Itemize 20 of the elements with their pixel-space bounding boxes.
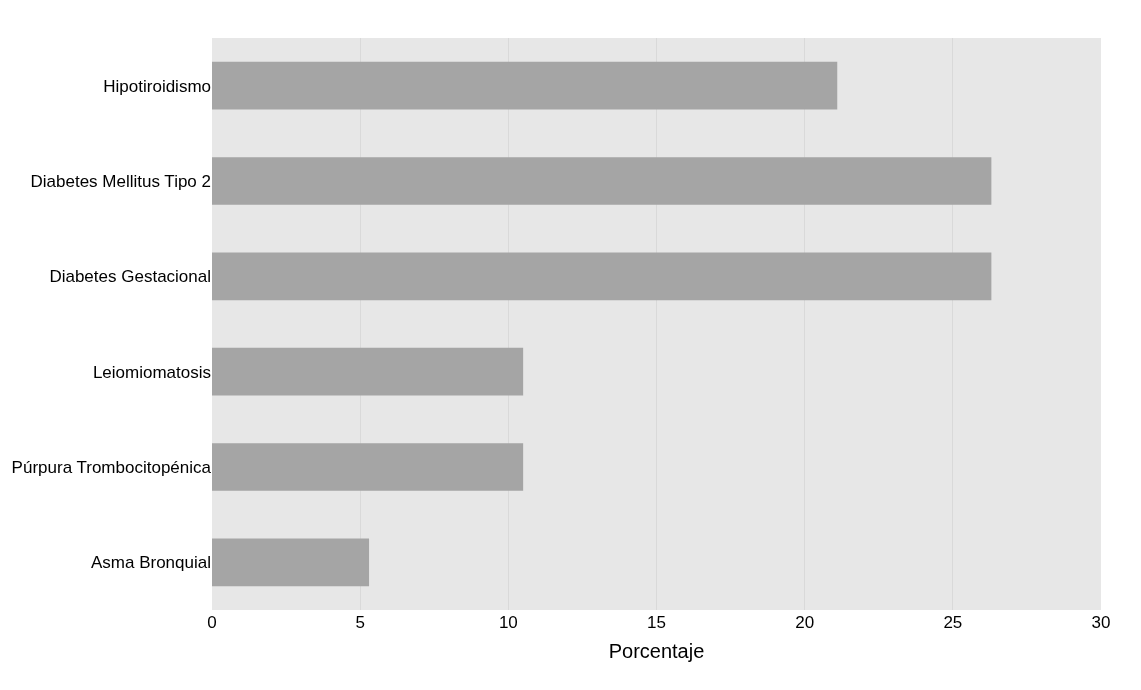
y-tick-label: Hipotiroidismo: [103, 76, 211, 96]
x-tick-label: 0: [207, 613, 217, 632]
bar: [212, 252, 992, 301]
bar: [212, 443, 524, 491]
x-tick-label: 15: [647, 613, 666, 632]
y-tick-label: Púrpura Trombocitopénica: [11, 457, 212, 477]
bar: [212, 538, 370, 587]
y-tick-label: Diabetes Gestacional: [49, 267, 211, 287]
x-tick-label: 10: [498, 613, 518, 632]
bar: [212, 347, 524, 396]
x-tick-label: 30: [1091, 613, 1111, 632]
x-tick-label: 5: [355, 613, 365, 632]
x-axis-title: Porcentaje: [608, 639, 705, 662]
bar: [212, 157, 992, 205]
x-tick-label: 20: [795, 613, 815, 632]
x-tick-label: 25: [943, 613, 963, 632]
y-tick-label: Leiomiomatosis: [92, 362, 211, 382]
y-tick-label: Diabetes Mellitus Tipo 2: [30, 171, 211, 191]
bar: [212, 61, 838, 110]
y-tick-label: Asma Bronquial: [90, 553, 211, 573]
